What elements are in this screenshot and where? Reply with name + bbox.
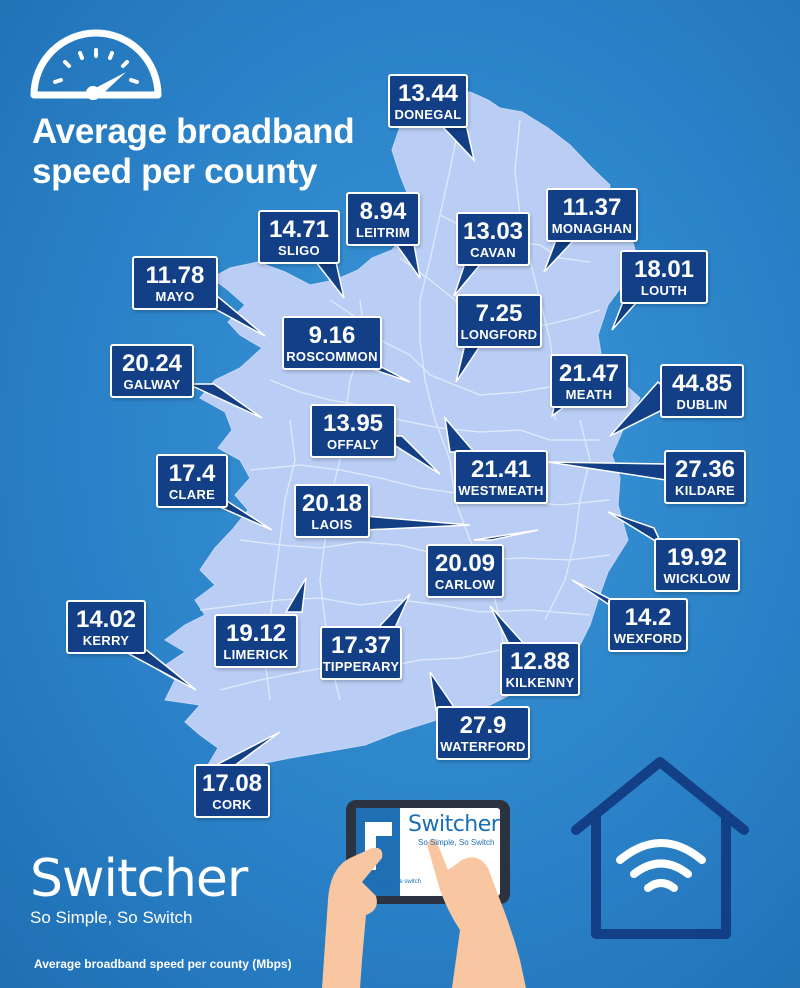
house-wifi-icon — [571, 757, 749, 939]
callout-kerry: 14.02 KERRY — [66, 600, 146, 654]
county-value: 20.24 — [121, 350, 183, 377]
callout-dublin: 44.85 DUBLIN — [660, 364, 744, 418]
county-value: 12.88 — [509, 648, 571, 675]
county-value: 13.44 — [397, 80, 459, 107]
county-value: 14.02 — [75, 606, 137, 633]
callout-leitrim: 8.94 LEITRIM — [346, 192, 420, 246]
county-value: 14.71 — [268, 216, 330, 243]
county-name: MONAGHAN — [551, 221, 633, 236]
county-value: 21.41 — [470, 456, 532, 483]
callout-galway: 20.24 GALWAY — [110, 344, 194, 398]
tablet-brand: Switcher — [408, 812, 500, 837]
county-value: 27.36 — [674, 456, 736, 483]
callout-tipperary: 17.37 TIPPERARY — [320, 626, 402, 680]
county-name: MAYO — [155, 289, 195, 304]
callout-westmeath: 21.41 WESTMEATH — [454, 450, 548, 504]
callout-carlow: 20.09 CARLOW — [426, 544, 504, 598]
tablet-cta: Make the switch — [378, 879, 422, 885]
county-name: WESTMEATH — [458, 483, 544, 498]
county-value: 20.18 — [301, 490, 363, 517]
county-name: LIMERICK — [223, 647, 289, 662]
county-name: CORK — [212, 797, 252, 812]
county-value: 44.85 — [671, 370, 733, 397]
callout-louth: 18.01 LOUTH — [620, 250, 708, 304]
callout-sligo: 14.71 SLIGO — [258, 210, 340, 264]
brand-name: Switcher — [30, 849, 248, 909]
callout-kilkenny: 12.88 KILKENNY — [500, 642, 580, 696]
callout-laois: 20.18 LAOIS — [294, 484, 370, 538]
county-name: LAOIS — [311, 517, 353, 532]
county-value: 9.16 — [308, 322, 356, 349]
brand-tagline: So Simple, So Switch — [30, 908, 193, 927]
hand-tablet-illustration — [322, 800, 526, 988]
callout-wicklow: 19.92 WICKLOW — [654, 538, 740, 592]
county-name: TIPPERARY — [322, 659, 400, 674]
county-value: 13.03 — [462, 218, 524, 245]
county-value: 17.08 — [201, 770, 263, 797]
county-value: 21.47 — [558, 360, 620, 387]
county-name: KERRY — [82, 633, 130, 648]
callout-offaly: 13.95 OFFALY — [310, 404, 396, 458]
county-value: 19.12 — [225, 620, 287, 647]
county-value: 13.95 — [322, 410, 384, 437]
county-value: 20.09 — [434, 550, 496, 577]
county-name: WICKLOW — [663, 571, 731, 586]
county-name: CARLOW — [434, 577, 496, 592]
speedometer-icon — [30, 29, 162, 100]
county-value: 18.01 — [633, 256, 695, 283]
county-name: CAVAN — [470, 245, 516, 260]
county-value: 27.9 — [459, 712, 507, 739]
callout-cavan: 13.03 CAVAN — [456, 212, 530, 266]
county-name: OFFALY — [327, 437, 379, 452]
callout-cork: 17.08 CORK — [194, 764, 270, 818]
county-name: LEITRIM — [355, 225, 411, 240]
county-name: DUBLIN — [676, 397, 728, 412]
callout-kildare: 27.36 KILDARE — [664, 450, 746, 504]
county-value: 17.4 — [168, 460, 216, 487]
county-name: GALWAY — [123, 377, 181, 392]
callout-meath: 21.47 MEATH — [550, 354, 628, 408]
county-name: WATERFORD — [440, 739, 526, 754]
page-title: Average broadband speed per county — [32, 112, 355, 191]
county-value: 17.37 — [330, 632, 392, 659]
callout-waterford: 27.9 WATERFORD — [436, 706, 530, 760]
county-name: LONGFORD — [460, 327, 538, 342]
county-name: DONEGAL — [394, 107, 462, 122]
county-value: 8.94 — [359, 198, 407, 225]
callout-clare: 17.4 CLARE — [156, 454, 228, 508]
callout-donegal: 13.44 DONEGAL — [388, 74, 468, 128]
county-value: 11.78 — [145, 262, 205, 289]
county-name: CLARE — [168, 487, 216, 502]
callout-roscommon: 9.16 ROSCOMMON — [282, 316, 382, 370]
callout-mayo: 11.78 MAYO — [132, 256, 218, 310]
callout-longford: 7.25 LONGFORD — [456, 294, 542, 348]
county-name: LOUTH — [640, 283, 688, 298]
county-name: SLIGO — [278, 243, 320, 258]
county-name: WEXFORD — [613, 631, 683, 646]
callout-monaghan: 11.37 MONAGHAN — [546, 188, 638, 242]
brand-logo: Switcher So Simple, So Switch — [30, 849, 248, 928]
county-value: 19.92 — [666, 544, 728, 571]
county-value: 7.25 — [475, 300, 523, 327]
county-name: MEATH — [565, 387, 613, 402]
callout-limerick: 19.12 LIMERICK — [214, 614, 298, 668]
footer-note: Average broadband speed per county (Mbps… — [34, 957, 292, 971]
tablet-tagline: So Simple, So Switch — [418, 838, 495, 847]
callout-wexford: 14.2 WEXFORD — [608, 598, 688, 652]
county-value: 11.37 — [562, 194, 622, 221]
county-value: 14.2 — [624, 604, 672, 631]
county-name: ROSCOMMON — [286, 349, 378, 364]
county-name: KILKENNY — [505, 675, 575, 690]
county-name: KILDARE — [675, 483, 735, 498]
